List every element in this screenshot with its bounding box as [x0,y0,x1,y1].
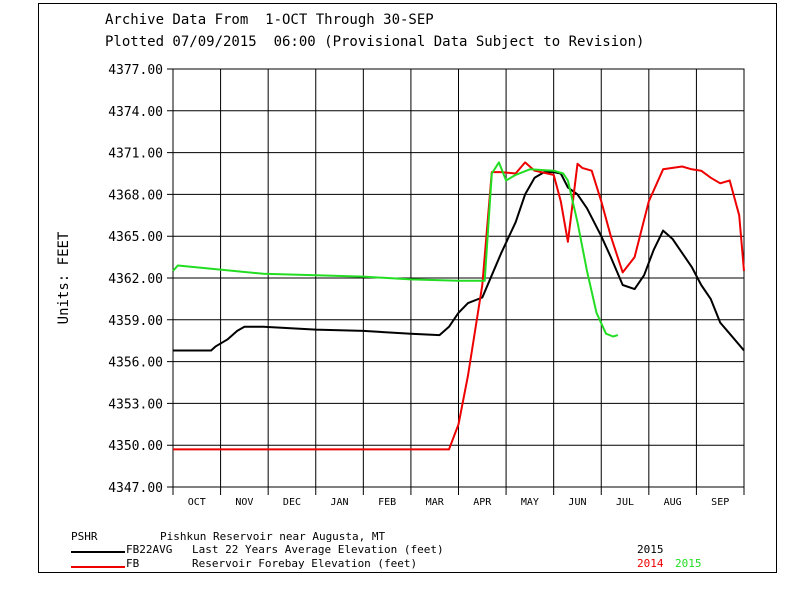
legend-desc-forebay: Reservoir Forebay Elevation (feet) [192,557,418,570]
x-tick-label: DEC [283,497,301,508]
legend-code-average: FB22AVG [126,543,173,556]
chart-title: Archive Data From 1-OCT Through 30-SEP [105,12,434,28]
x-tick-label: NOV [235,497,253,508]
y-tick-label: 4356.00 [108,356,163,371]
x-tick-label: MAY [521,497,539,508]
y-tick-label: 4353.00 [108,397,163,412]
legend-year-average: 2015 [637,543,664,556]
series-line-2 [172,161,619,338]
legend-year-2015: 2015 [675,557,702,570]
chart-subtitle: Plotted 07/09/2015 06:00 (Provisional Da… [105,34,645,50]
legend-swatch-average [71,551,125,553]
y-tick-label: 4359.00 [108,314,163,329]
y-tick-label: 4362.00 [108,272,163,287]
y-axis-label: Units: FEET [56,231,72,324]
y-tick-label: 4368.00 [108,188,163,203]
legend-year-2014: 2014 [637,557,664,570]
legend-desc-average: Last 22 Years Average Elevation (feet) [192,543,444,556]
series-line-0 [173,171,745,352]
station-name: Pishkun Reservoir near Augusta, MT [160,530,386,543]
y-tick-label: 4371.00 [108,147,163,162]
x-tick-label: MAR [426,497,445,508]
x-tick-label: JAN [331,497,349,508]
x-tick-label: JUL [616,497,634,508]
x-tick-label: FEB [378,497,396,508]
x-tick-label: OCT [188,497,206,508]
x-tick-label: SEP [711,497,729,508]
x-tick-label: AUG [664,497,682,508]
y-tick-label: 4365.00 [108,230,163,245]
x-tick-label: JUN [568,497,586,508]
legend-code-forebay: FB [126,557,140,570]
y-tick-label: 4347.00 [108,481,163,496]
y-tick-label: 4374.00 [108,105,163,120]
x-tick-label: APR [473,497,492,508]
y-tick-label: 4350.00 [108,439,163,454]
station-code: PSHR [71,530,98,543]
y-tick-label: 4377.00 [108,63,163,78]
chart-frame [38,3,777,573]
legend-swatch-forebay [71,566,125,568]
